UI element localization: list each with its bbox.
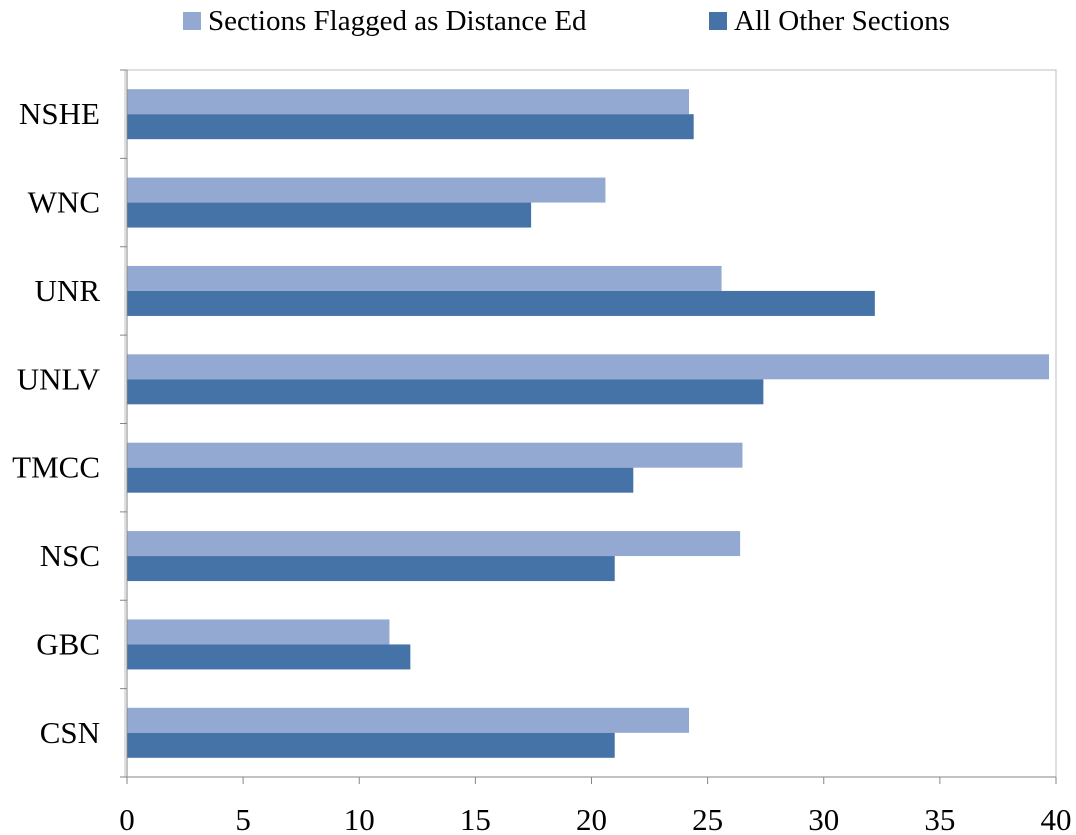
bar-nshe-all-other-sections [127,114,694,140]
x-tick-label-10: 10 [344,802,375,835]
x-tick-label-35: 35 [924,802,955,835]
bar-tmcc-all-other-sections [127,467,634,493]
x-tick-label-25: 25 [692,802,723,835]
x-tick-label-15: 15 [460,802,491,835]
bar-tmcc-sections-flagged-as-distance-ed [127,442,743,468]
bar-unlv-sections-flagged-as-distance-ed [127,354,1050,380]
y-tick-label-unr: UNR [35,273,101,308]
legend-label-all-other-sections: All Other Sections [734,5,950,37]
bar-wnc-all-other-sections [127,202,532,228]
x-tick-label-0: 0 [119,802,135,835]
bar-csn-all-other-sections [127,732,615,758]
bar-gbc-sections-flagged-as-distance-ed [127,619,390,645]
x-tick-label-30: 30 [808,802,839,835]
x-axis: 0 5 10 15 20 25 30 35 40 [119,776,1072,835]
bar-unr-all-other-sections [127,290,875,316]
bar-nshe-sections-flagged-as-distance-ed [127,89,690,115]
bars-group [127,89,1050,758]
bar-wnc-sections-flagged-as-distance-ed [127,177,606,203]
y-tick-label-csn: CSN [40,715,100,750]
x-tick-label-20: 20 [576,802,607,835]
y-tick-label-nshe: NSHE [19,96,100,131]
plot-area [124,69,1057,778]
bar-nsc-sections-flagged-as-distance-ed [127,531,741,557]
bar-csn-sections-flagged-as-distance-ed [127,707,690,733]
x-tick-label-5: 5 [235,802,251,835]
bar-nsc-all-other-sections [127,556,615,582]
y-tick-label-tmcc: TMCC [12,450,100,485]
bar-gbc-all-other-sections [127,644,411,670]
bar-unr-sections-flagged-as-distance-ed [127,265,722,291]
y-tick-label-gbc: GBC [36,626,100,661]
legend-swatch-all-other-sections [709,12,727,30]
bar-unlv-all-other-sections [127,379,764,405]
y-tick-label-wnc: WNC [28,185,100,220]
chart-legend: Sections Flagged as Distance Ed All Other… [183,5,950,37]
legend-label-sections-flagged-as-distance-ed: Sections Flagged as Distance Ed [208,5,587,37]
legend-swatch-sections-flagged-as-distance-ed [183,12,201,30]
y-tick-label-nsc: NSC [40,538,100,573]
x-tick-label-40: 40 [1041,802,1072,835]
y-tick-label-unlv: UNLV [17,361,101,396]
y-axis: NSHE WNC UNR UNLV TMCC NSC GBC CSN [12,69,128,778]
